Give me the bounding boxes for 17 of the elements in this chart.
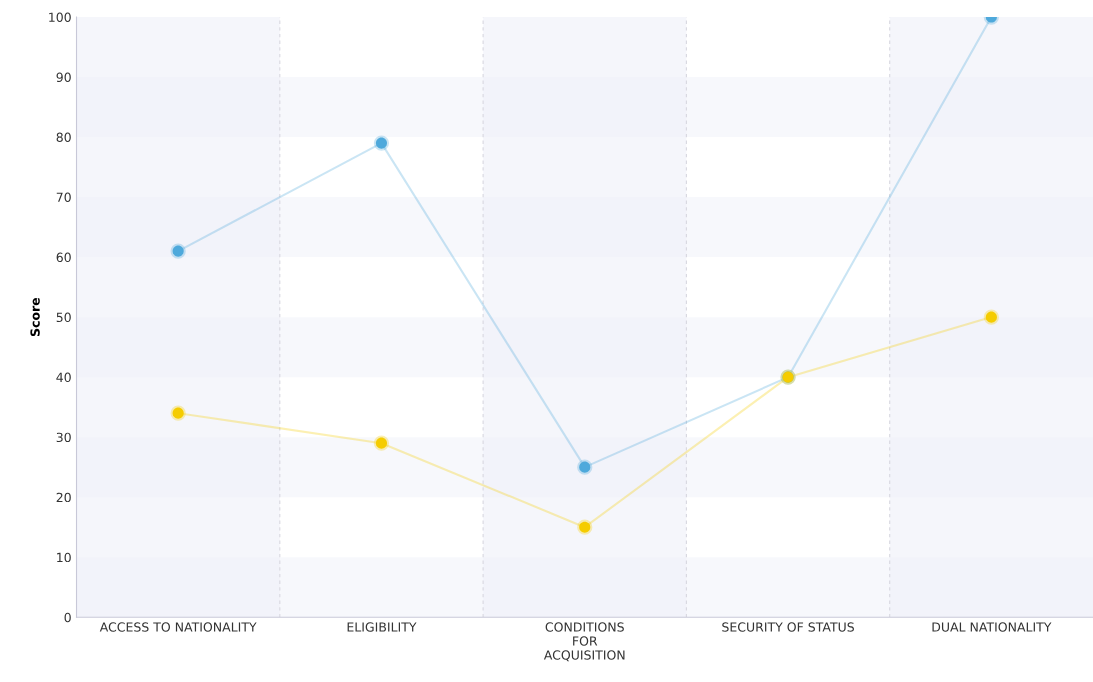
y-tick-label: 100 [49, 12, 71, 22]
y-tick-label: 90 [56, 72, 71, 82]
y-tick-label: 50 [56, 312, 71, 323]
x-tick-label: DUAL NATIONALITY [932, 622, 1052, 632]
y-tick-label: 10 [57, 552, 71, 563]
y-tick-label: 80 [56, 132, 71, 143]
x-tick-label: CONDITIONS FOR ACQUISITION [543, 622, 625, 662]
y-tick-label: 30 [56, 432, 71, 443]
y-tick-label: 70 [56, 192, 71, 203]
x-tick-label: ELIGIBILITY [347, 622, 417, 632]
y-tick-label: 0 [64, 612, 71, 623]
x-tick-label: SECURITY OF STATUS [722, 622, 854, 632]
x-tick-label: ACCESS TO NATIONALITY [99, 622, 257, 632]
y-axis-title: Score [30, 297, 40, 337]
y-tick-label: 60 [56, 252, 71, 263]
y-tick-label: 40 [56, 372, 71, 383]
y-tick-label: 20 [56, 492, 71, 503]
